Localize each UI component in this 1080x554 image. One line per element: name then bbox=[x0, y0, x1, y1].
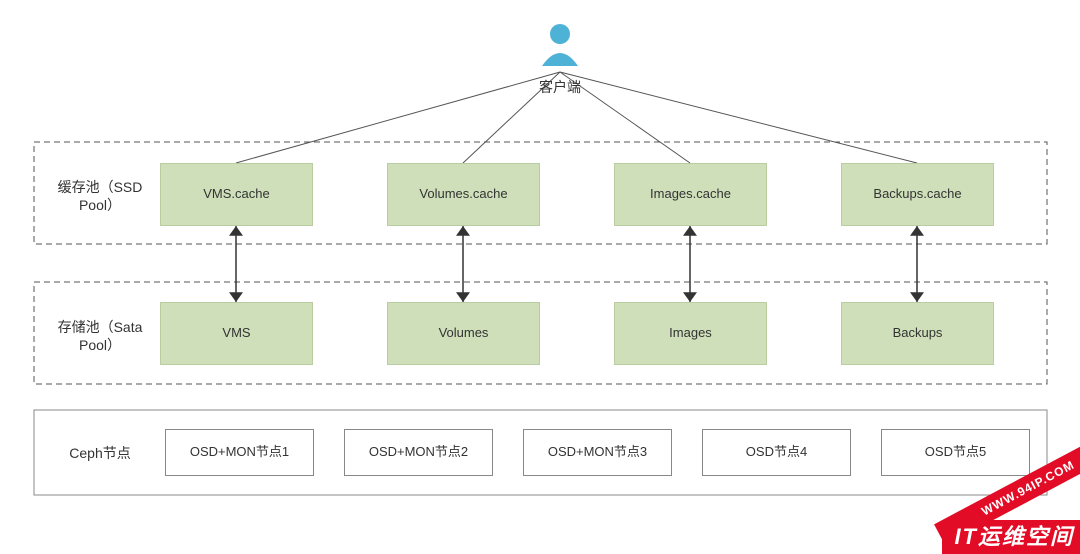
storage-pool-label: 存储池（Sata Pool） bbox=[50, 318, 150, 354]
osd-5-box: OSD节点5 bbox=[881, 429, 1030, 476]
volumes-box: Volumes bbox=[387, 302, 540, 365]
client-label: 客户端 bbox=[520, 78, 600, 96]
volumes-cache-box: Volumes.cache bbox=[387, 163, 540, 226]
backups-box: Backups bbox=[841, 302, 994, 365]
ceph-nodes-label: Ceph节点 bbox=[50, 444, 150, 462]
osd-mon-3-box: OSD+MON节点3 bbox=[523, 429, 672, 476]
vms-box: VMS bbox=[160, 302, 313, 365]
images-cache-box: Images.cache bbox=[614, 163, 767, 226]
client-icon bbox=[542, 24, 578, 66]
images-box: Images bbox=[614, 302, 767, 365]
watermark-brand: IT运维空间 bbox=[942, 520, 1080, 554]
vms-cache-box: VMS.cache bbox=[160, 163, 313, 226]
osd-mon-2-box: OSD+MON节点2 bbox=[344, 429, 493, 476]
backups-cache-box: Backups.cache bbox=[841, 163, 994, 226]
osd-4-box: OSD节点4 bbox=[702, 429, 851, 476]
osd-mon-1-box: OSD+MON节点1 bbox=[165, 429, 314, 476]
cache-pool-label: 缓存池（SSD Pool） bbox=[50, 178, 150, 214]
